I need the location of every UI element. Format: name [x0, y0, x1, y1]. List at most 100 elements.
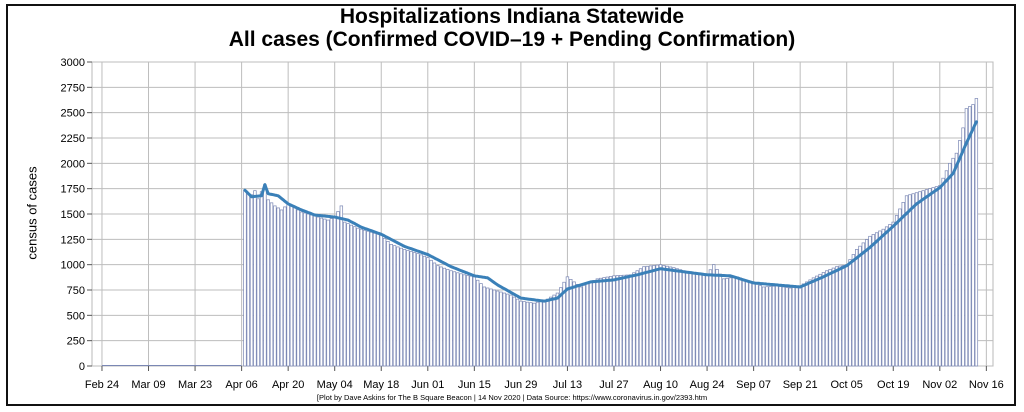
bar	[735, 276, 739, 367]
bar	[608, 276, 613, 367]
bar	[831, 267, 836, 367]
bar	[855, 249, 859, 367]
bar	[731, 276, 736, 367]
bar	[868, 235, 872, 367]
bar	[682, 270, 686, 367]
y-tick-label: 3000	[61, 57, 85, 69]
bar	[309, 214, 314, 367]
bar	[333, 216, 337, 367]
bar	[342, 221, 347, 367]
bar	[811, 277, 816, 367]
bar	[818, 273, 822, 367]
bar	[296, 209, 300, 367]
x-tick-label: Mar 23	[178, 379, 212, 391]
y-tick-label: 2750	[61, 82, 85, 94]
bar	[841, 264, 846, 367]
bar	[512, 296, 516, 367]
bar	[362, 229, 367, 367]
bar	[908, 194, 912, 367]
bar	[419, 254, 423, 367]
bar	[569, 279, 573, 367]
bar	[702, 274, 706, 367]
bar	[396, 246, 400, 367]
bar	[259, 191, 264, 367]
bar	[429, 259, 433, 367]
bar	[452, 271, 457, 367]
bar	[263, 184, 267, 367]
bar	[974, 98, 979, 367]
bar	[705, 274, 709, 367]
bar	[961, 127, 965, 367]
bar	[592, 280, 596, 367]
bar	[622, 274, 626, 367]
bar	[921, 190, 925, 367]
bar	[466, 275, 470, 367]
bar	[326, 219, 330, 367]
x-tick-label: Feb 24	[85, 379, 119, 391]
bar	[884, 226, 889, 367]
x-tick-label: Jul 27	[599, 379, 628, 391]
bar	[542, 299, 546, 367]
bar	[658, 264, 663, 367]
bar	[738, 277, 743, 367]
bar	[565, 276, 570, 367]
bar	[805, 281, 809, 367]
y-tick-label: 1250	[61, 234, 85, 246]
bar	[748, 281, 752, 367]
bar	[299, 211, 304, 367]
bar	[894, 215, 899, 367]
bar	[722, 278, 726, 367]
bar	[562, 281, 566, 367]
bar	[835, 266, 839, 367]
x-tick-label: Sep 07	[736, 379, 771, 391]
bar	[638, 268, 643, 367]
bar	[319, 217, 324, 367]
bar	[765, 286, 769, 367]
bar	[303, 212, 307, 367]
bar	[665, 265, 669, 367]
bar	[718, 273, 723, 367]
y-tick-label: 0	[79, 361, 85, 373]
bar	[256, 198, 260, 367]
bar	[698, 273, 703, 367]
bar	[316, 216, 320, 367]
bar	[645, 265, 649, 367]
bar	[602, 277, 606, 367]
bar	[888, 224, 892, 367]
bar	[269, 202, 274, 367]
bar	[386, 241, 390, 367]
y-tick-label: 2500	[61, 108, 85, 120]
x-tick-label: Nov 16	[969, 379, 1004, 391]
bar	[864, 239, 869, 367]
bar	[519, 300, 523, 367]
bar	[618, 275, 623, 367]
bar	[522, 301, 526, 367]
bar	[436, 265, 440, 367]
bar	[289, 205, 294, 367]
bar	[751, 282, 756, 367]
bar	[323, 218, 327, 367]
bar	[499, 291, 503, 367]
bar	[356, 227, 360, 367]
bar	[948, 162, 952, 367]
bar	[928, 188, 932, 367]
y-tick-label: 750	[67, 285, 85, 297]
bar	[861, 242, 866, 367]
x-tick-label: Apr 06	[225, 379, 257, 391]
y-tick-label: 1750	[61, 184, 85, 196]
bar	[911, 193, 915, 367]
bar	[402, 249, 407, 367]
bar	[502, 292, 506, 367]
bar	[625, 274, 629, 367]
bar	[815, 275, 819, 367]
bar	[798, 285, 802, 367]
x-tick-label: Oct 19	[877, 379, 909, 391]
bar	[924, 189, 929, 367]
bar	[904, 195, 909, 367]
bar	[489, 288, 493, 367]
bar	[459, 273, 463, 367]
bar	[755, 283, 759, 367]
y-tick-label: 2000	[61, 158, 85, 170]
bar	[552, 294, 556, 367]
